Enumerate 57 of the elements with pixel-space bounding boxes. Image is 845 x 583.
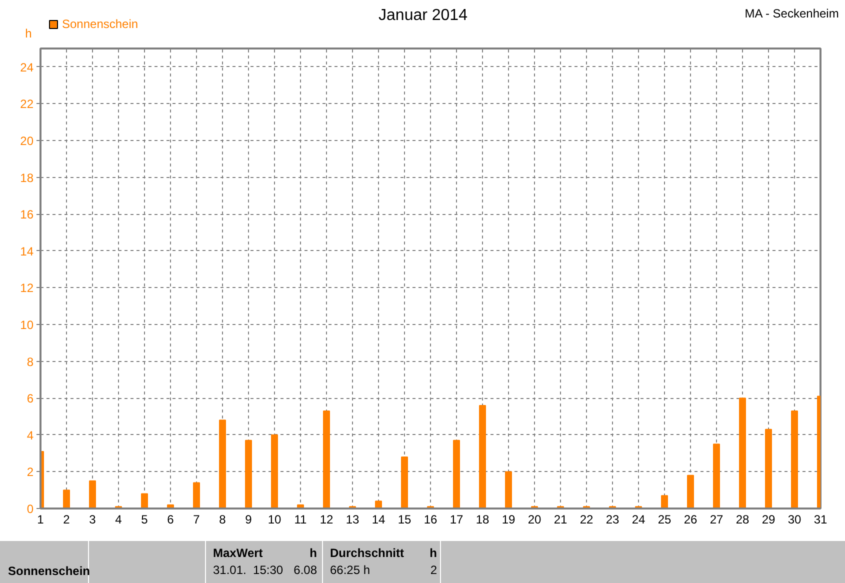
y-tick-label: 0	[26, 502, 34, 516]
text: 66:25 h	[330, 562, 370, 579]
x-tick-label: 30	[788, 512, 802, 526]
y-tick-label: 6	[26, 392, 34, 406]
x-tick-label: 20	[528, 512, 542, 526]
y-tick-label: 24	[20, 60, 34, 74]
chart-title: Januar 2014	[378, 7, 468, 24]
x-tick-label: 9	[245, 512, 252, 526]
x-tick-label: 4	[115, 512, 122, 526]
x-tick-label: 18	[476, 512, 490, 526]
x-tick-label: 23	[606, 512, 620, 526]
x-tick-label: 6	[167, 512, 174, 526]
legend-label: Sonnenschein	[62, 17, 138, 31]
y-tick-label: 14	[20, 244, 34, 258]
x-tick-label: 29	[762, 512, 776, 526]
x-tick-label: 31	[814, 512, 828, 526]
chart-subtitle: MA - Seckenheim	[744, 6, 839, 20]
x-tick-label: 22	[580, 512, 594, 526]
text: h	[310, 545, 317, 562]
text: Durchschnitt	[330, 545, 404, 562]
text: 2	[430, 562, 437, 579]
x-tick-label: 27	[710, 512, 724, 526]
text: 31.01. 15:30	[213, 562, 284, 579]
text: Sonnenschein	[8, 563, 90, 580]
y-tick-label: 18	[20, 170, 34, 185]
x-tick-label: 5	[141, 512, 148, 526]
x-tick-label: 7	[193, 512, 200, 526]
x-tick-label: 2	[63, 512, 70, 526]
text: h	[430, 545, 437, 562]
x-tick-label: 21	[554, 512, 568, 526]
x-tick-label: 17	[450, 512, 464, 526]
x-tick-label: 1	[37, 512, 44, 526]
x-tick-label: 12	[320, 512, 334, 526]
x-tick-label: 24	[632, 512, 646, 526]
text: 6.08	[294, 562, 317, 579]
x-tick-label: 28	[736, 512, 750, 526]
y-tick-label: 12	[20, 281, 34, 296]
x-tick-label: 16	[424, 512, 438, 526]
x-tick-label: 3	[89, 512, 96, 526]
y-tick-label: 20	[20, 134, 34, 148]
y-tick-label: 10	[20, 318, 34, 332]
x-tick-label: 11	[294, 512, 308, 526]
text: MaxWert	[213, 545, 263, 562]
y-tick-label: 2	[26, 465, 34, 480]
x-tick-label: 19	[502, 512, 516, 526]
x-tick-label: 8	[219, 512, 226, 526]
y-tick-label: 16	[20, 208, 34, 222]
x-tick-label: 15	[398, 512, 412, 526]
x-tick-label: 25	[658, 512, 672, 526]
y-tick-label: 8	[26, 354, 34, 369]
x-tick-label: 14	[372, 512, 386, 526]
x-tick-label: 26	[684, 512, 698, 526]
y-axis-title: h	[25, 26, 32, 40]
y-tick-label: 22	[20, 97, 34, 112]
x-tick-label: 10	[268, 512, 282, 526]
x-tick-label: 13	[346, 512, 360, 526]
y-tick-label: 4	[26, 428, 34, 442]
